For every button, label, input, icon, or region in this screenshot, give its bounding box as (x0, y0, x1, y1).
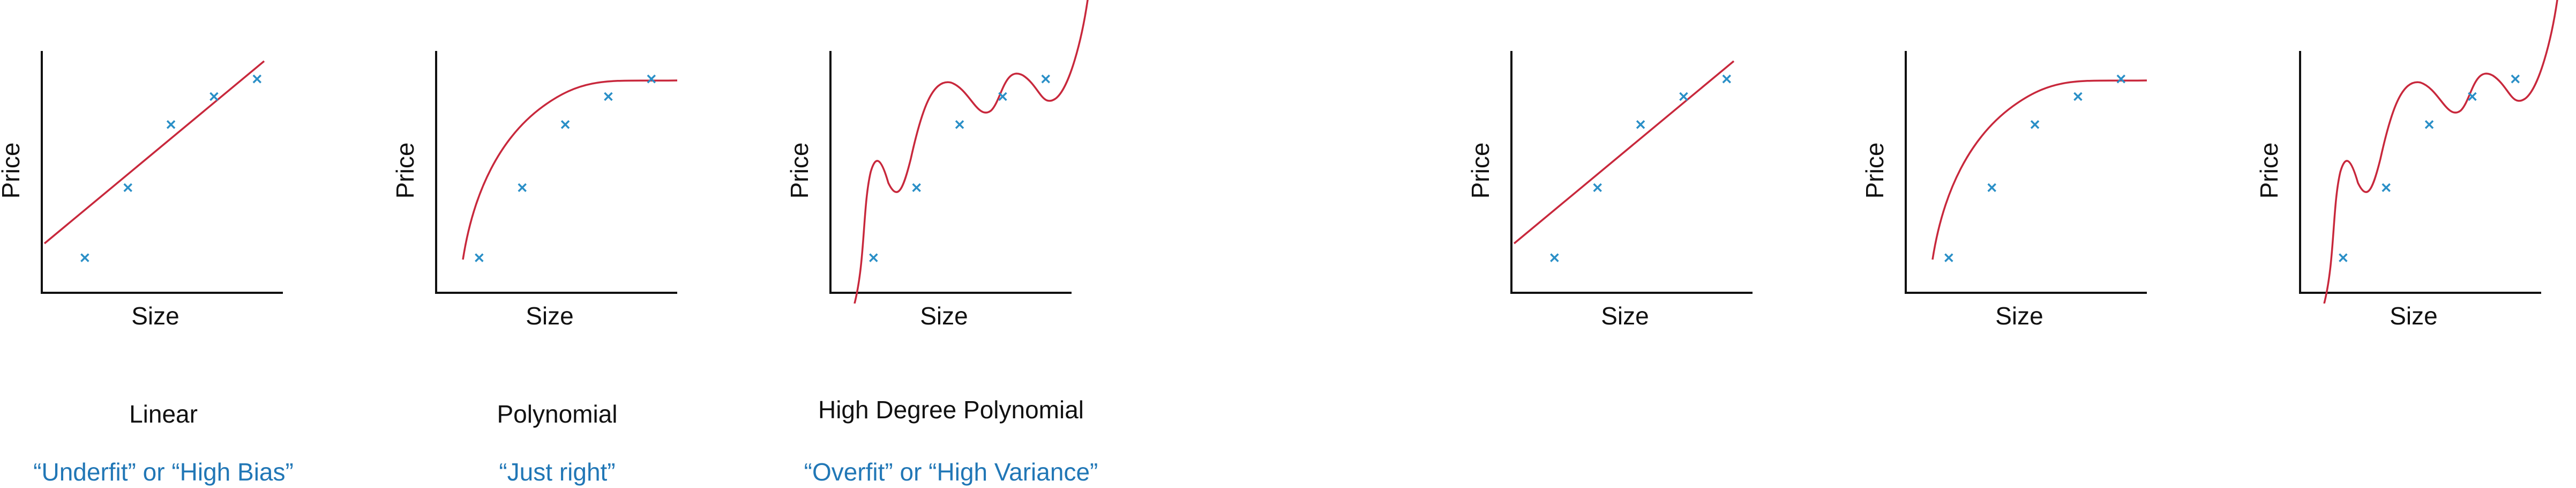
y-axis-title: Price (2255, 143, 2283, 199)
data-point (1987, 183, 1996, 193)
data-point (2511, 75, 2520, 84)
x-axis-title: Size (920, 302, 968, 330)
data-point (2073, 92, 2083, 101)
data-point (2424, 120, 2434, 129)
y-axis-title: Price (0, 143, 25, 199)
chart-panel-1: Size Price Linear “Underfit” or “High Bias” (0, 51, 294, 486)
data-point (998, 92, 1007, 101)
data-point (604, 92, 613, 101)
data-point (869, 253, 878, 262)
y-axis-title: Price (391, 143, 419, 199)
fit-curve (2323, 0, 2558, 304)
fit-curve (43, 60, 265, 245)
panel-caption: High Degree Polynomial (818, 396, 1084, 424)
chart-panel-2: Size Price Polynomial “Just right” (391, 51, 678, 486)
y-axis-title: Price (1861, 143, 1889, 199)
x-axis-title: Size (1995, 302, 2043, 330)
data-point (80, 253, 89, 262)
data-point (2339, 253, 2348, 262)
fit-curve (853, 0, 1089, 304)
fit-curve (1513, 60, 1735, 245)
data-point (2468, 92, 2477, 101)
data-point (1944, 253, 1953, 262)
panel-subcaption: “Underfit” or “High Bias” (33, 458, 294, 486)
fit-curve (462, 79, 678, 260)
data-point (647, 75, 656, 84)
x-axis-title: Size (2390, 302, 2437, 330)
panel-subcaption: “Overfit” or “High Variance” (804, 458, 1098, 486)
data-point (560, 120, 570, 129)
data-point (1550, 253, 1559, 262)
data-point (2382, 183, 2391, 193)
fit-curve (1931, 79, 2147, 260)
data-point (912, 183, 921, 193)
x-axis-title: Size (1601, 302, 1649, 330)
data-point (1722, 75, 1732, 84)
chart-panel-6: Size Price (2255, 0, 2558, 330)
chart-panel-3: Size Price High Degree Polynomial “Overfit”… (785, 0, 1098, 486)
data-point (475, 253, 484, 262)
data-point (166, 120, 176, 129)
x-axis-title: Size (526, 302, 573, 330)
data-point (252, 75, 262, 84)
data-point (2116, 75, 2126, 84)
data-point (123, 183, 132, 193)
panel-caption: Polynomial (497, 400, 618, 428)
data-point (1636, 120, 1645, 129)
data-point (955, 120, 964, 129)
data-point (1593, 183, 1602, 193)
chart-panel-5: Size Price (1861, 51, 2147, 330)
x-axis-title: Size (131, 302, 179, 330)
panel-caption: Linear (129, 400, 198, 428)
data-point (1679, 92, 1688, 101)
data-point (518, 183, 527, 193)
y-axis-title: Price (785, 143, 813, 199)
data-point (1041, 75, 1051, 84)
data-point (209, 92, 219, 101)
data-point (2030, 120, 2040, 129)
chart-panel-4: Size Price (1466, 51, 1753, 330)
y-axis-title: Price (1466, 143, 1494, 199)
panel-subcaption: “Just right” (499, 458, 615, 486)
